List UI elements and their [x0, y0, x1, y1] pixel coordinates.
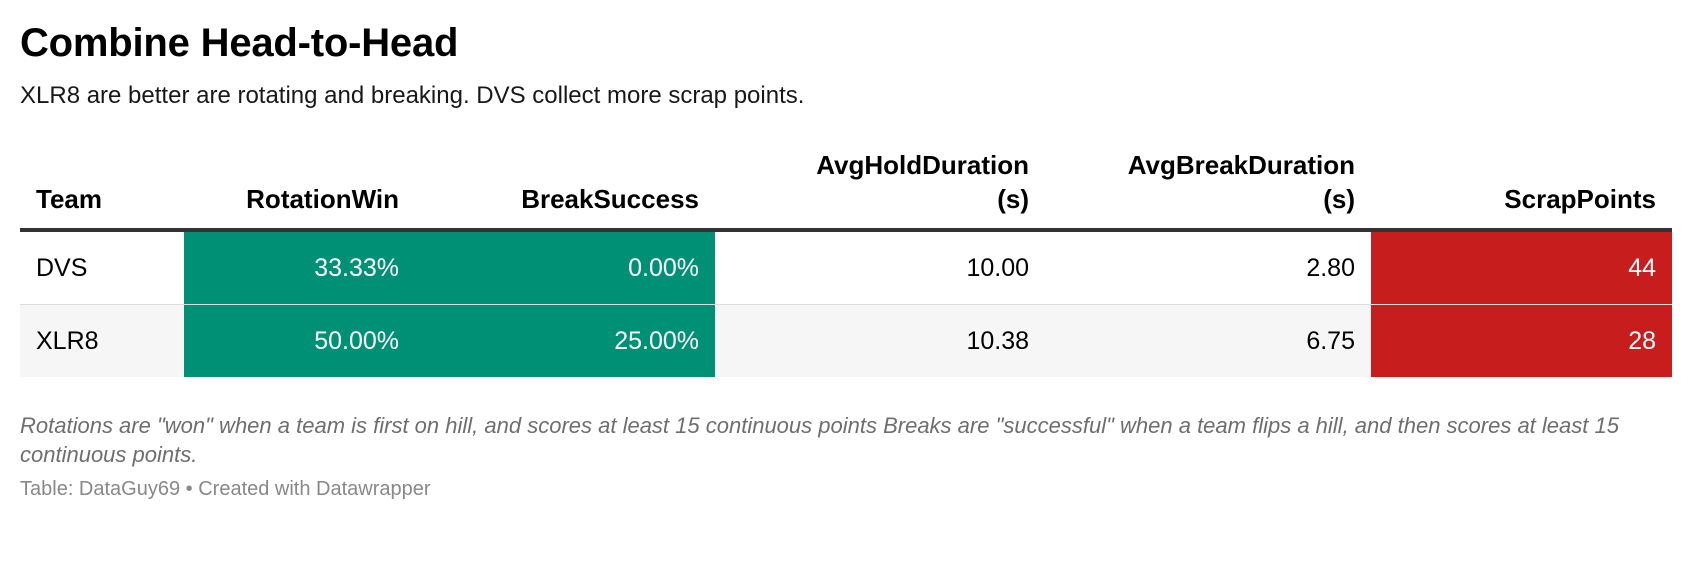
cell-break-success: 25.00%: [415, 304, 715, 377]
column-header-unit: (s): [1323, 184, 1355, 214]
column-header-avg-hold-duration[interactable]: AvgHoldDuration (s): [715, 148, 1045, 232]
column-header-label: AvgHoldDuration: [816, 150, 1029, 180]
column-header-label: BreakSuccess: [521, 184, 699, 214]
column-header-label: Team: [36, 184, 102, 214]
cell-scrap-points: 28: [1371, 304, 1672, 377]
column-header-label: RotationWin: [246, 184, 399, 214]
chart-notes: Rotations are "won" when a team is first…: [20, 413, 1619, 467]
cell-avg-hold-duration: 10.00: [715, 230, 1045, 305]
chart-subtitle: XLR8 are better are rotating and breakin…: [20, 82, 805, 109]
column-header-break-success[interactable]: BreakSuccess: [415, 148, 715, 232]
chart-title: Combine Head-to-Head: [20, 21, 459, 65]
cell-team: DVS: [20, 230, 184, 305]
column-header-avg-break-duration[interactable]: AvgBreakDuration (s): [1045, 148, 1371, 232]
cell-scrap-points: 44: [1371, 230, 1672, 305]
cell-rotation-win: 50.00%: [184, 304, 415, 377]
cell-avg-hold-duration: 10.38: [715, 304, 1045, 377]
column-header-scrap-points[interactable]: ScrapPoints: [1371, 148, 1672, 232]
cell-break-success: 0.00%: [415, 230, 715, 305]
column-header-unit: (s): [997, 184, 1029, 214]
cell-team: XLR8: [20, 304, 184, 377]
column-header-team[interactable]: Team: [20, 148, 184, 232]
chart-source: Table: DataGuy69 • Created with Datawrap…: [20, 478, 431, 500]
data-table: Team RotationWin BreakSuccess AvgHoldDur…: [20, 148, 1672, 377]
table-row: XLR8 50.00% 25.00% 10.38 6.75 28: [20, 304, 1672, 377]
column-header-label: ScrapPoints: [1504, 184, 1656, 214]
cell-rotation-win: 33.33%: [184, 230, 415, 305]
header-row: Team RotationWin BreakSuccess AvgHoldDur…: [20, 148, 1672, 232]
cell-avg-break-duration: 6.75: [1045, 304, 1371, 377]
table-row: DVS 33.33% 0.00% 10.00 2.80 44: [20, 230, 1672, 305]
column-header-rotation-win[interactable]: RotationWin: [184, 148, 415, 232]
cell-avg-break-duration: 2.80: [1045, 230, 1371, 305]
column-header-label: AvgBreakDuration: [1127, 150, 1355, 180]
chart-container: Combine Head-to-Head XLR8 are better are…: [20, 18, 1672, 503]
